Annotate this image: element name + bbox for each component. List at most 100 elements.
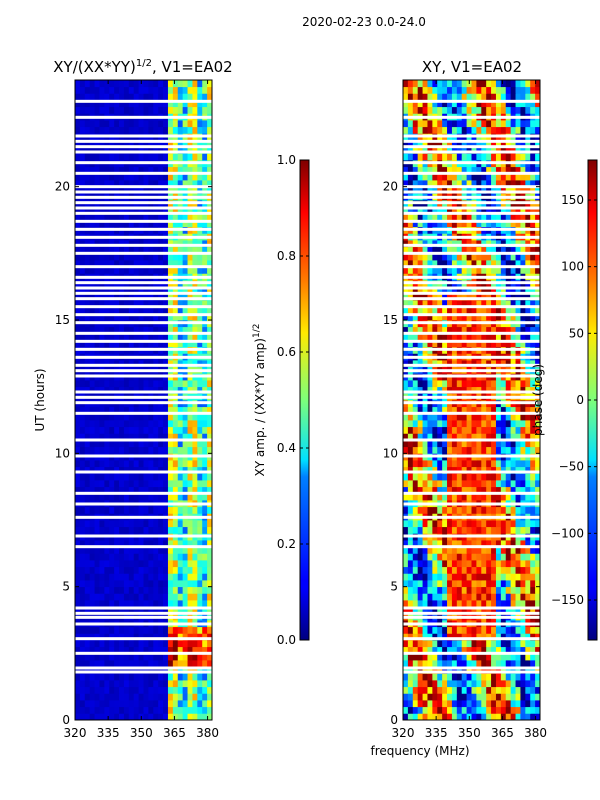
heatmap-cell <box>143 186 149 194</box>
heatmap-cell <box>114 680 120 688</box>
heatmap-cell <box>138 486 144 494</box>
heatmap-cell <box>114 573 120 581</box>
heatmap-cell <box>437 666 443 674</box>
heatmap-cell <box>104 506 110 514</box>
heatmap-cell <box>407 700 414 708</box>
heatmap-cell <box>158 640 164 648</box>
heatmap-cell <box>476 300 482 308</box>
heatmap-cell <box>422 640 428 648</box>
heatmap-cell <box>432 706 438 714</box>
heatmap-cell <box>163 660 169 668</box>
heatmap-cell <box>495 446 502 454</box>
heatmap-cell <box>94 493 100 501</box>
heatmap-cell <box>182 100 188 108</box>
heatmap-cell <box>99 420 105 428</box>
heatmap-cell <box>94 526 100 534</box>
heatmap-cell <box>138 140 144 148</box>
heatmap-cell <box>466 466 472 474</box>
heatmap-cell <box>437 220 443 228</box>
heatmap-cell <box>510 560 516 568</box>
heatmap-cell <box>197 173 203 181</box>
heatmap-cell <box>442 506 448 514</box>
heatmap-cell <box>466 653 472 661</box>
heatmap-cell <box>437 333 443 341</box>
heatmap-cell <box>158 560 164 568</box>
heatmap-cell <box>143 286 149 294</box>
heatmap-cell <box>456 540 463 548</box>
heatmap-cell <box>177 473 184 481</box>
heatmap-cell <box>75 666 81 674</box>
heatmap-cell <box>167 100 174 108</box>
heatmap-cell <box>133 120 139 128</box>
heatmap-cell <box>143 560 149 568</box>
heatmap-cell <box>84 413 91 421</box>
heatmap-cell <box>417 553 423 561</box>
heatmap-cell <box>119 93 125 101</box>
heatmap-cell <box>403 420 409 428</box>
heatmap-cell <box>182 520 188 528</box>
heatmap-cell <box>114 186 120 194</box>
heatmap-cell <box>133 100 139 108</box>
heatmap-cell <box>128 146 135 154</box>
heatmap-cell <box>481 300 487 308</box>
heatmap-cell <box>505 286 512 294</box>
heatmap-cell <box>192 693 198 701</box>
heatmap-cell <box>407 426 414 434</box>
heatmap-cell <box>197 293 203 301</box>
heatmap-cell <box>177 326 184 334</box>
heatmap-cell <box>510 580 516 588</box>
heatmap-cell <box>202 553 208 561</box>
heatmap-cell <box>138 680 144 688</box>
heatmap-cell <box>515 460 521 468</box>
heatmap-cell <box>84 446 91 454</box>
heatmap-cell <box>143 586 149 594</box>
heatmap-cell <box>167 680 174 688</box>
heatmap-cell <box>461 666 467 674</box>
heatmap-cell <box>403 360 409 368</box>
heatmap-cell <box>177 686 184 694</box>
heatmap-cell <box>143 220 149 228</box>
heatmap-cell <box>104 653 110 661</box>
heatmap-cell <box>447 260 453 268</box>
heatmap-cell <box>417 686 423 694</box>
heatmap-cell <box>442 626 448 634</box>
heatmap-cell <box>89 446 95 454</box>
heatmap-cell <box>187 633 193 641</box>
heatmap-cell <box>143 100 149 108</box>
heatmap-cell <box>520 473 526 481</box>
heatmap-cell <box>476 560 482 568</box>
heatmap-cell <box>407 473 414 481</box>
heatmap-cell <box>447 420 453 428</box>
heatmap-cell <box>417 700 423 708</box>
heatmap-cell <box>119 580 125 588</box>
heatmap-cell <box>138 340 144 348</box>
heatmap-cell <box>197 606 203 614</box>
heatmap-cell <box>481 626 487 634</box>
heatmap-cell <box>447 713 453 720</box>
heatmap-cell <box>104 100 110 108</box>
heatmap-cell <box>148 413 154 421</box>
heatmap-cell <box>427 633 433 641</box>
heatmap-cell <box>158 260 164 268</box>
heatmap-cell <box>207 153 212 161</box>
heatmap-cell <box>505 253 512 261</box>
heatmap-cell <box>481 426 487 434</box>
heatmap-cell <box>182 593 188 601</box>
heatmap-cell <box>407 553 414 561</box>
heatmap-cell <box>163 420 169 428</box>
heatmap-cell <box>84 526 91 534</box>
heatmap-cell <box>177 466 184 474</box>
heatmap-cell <box>535 440 540 448</box>
heatmap-cell <box>128 220 135 228</box>
heatmap-cell <box>491 240 497 248</box>
heatmap-cell <box>202 673 208 681</box>
heatmap-cell <box>535 206 540 214</box>
heatmap-cell <box>158 326 164 334</box>
heatmap-cell <box>138 146 144 154</box>
heatmap-cell <box>515 693 521 701</box>
heatmap-cell <box>432 626 438 634</box>
heatmap-cell <box>114 506 120 514</box>
heatmap-cell <box>461 553 467 561</box>
heatmap-cell <box>84 146 91 154</box>
heatmap-cell <box>143 260 149 268</box>
